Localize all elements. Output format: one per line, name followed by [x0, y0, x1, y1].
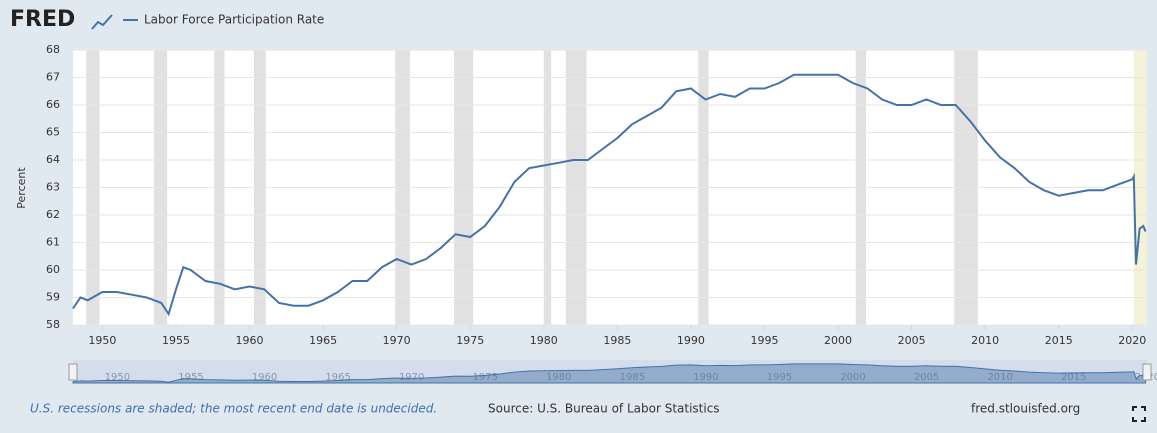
x-tick-label: 1965: [309, 334, 337, 347]
data-line: [72, 73, 1147, 317]
y-tick-label: 66: [46, 98, 60, 111]
x-tick-label: 2015: [1045, 334, 1073, 347]
x-tick-label: 2000: [824, 334, 852, 347]
navigator-tick-label: 1985: [620, 372, 645, 383]
x-tick-label: 2005: [898, 334, 926, 347]
site-link[interactable]: fred.stlouisfed.org: [971, 402, 1080, 416]
navigator-tick-label: 1970: [399, 372, 424, 383]
navigator-tick-label: 1980: [546, 372, 571, 383]
y-tick-label: 58: [46, 318, 60, 331]
navigator-tick-label: 1995: [767, 372, 792, 383]
y-tick-label: 59: [46, 291, 60, 304]
y-tick-label: 65: [46, 126, 60, 139]
y-tick-label: 61: [46, 236, 60, 249]
x-tick-label: 1970: [383, 334, 411, 347]
y-tick-label: 62: [46, 208, 60, 221]
y-tick-label: 64: [46, 153, 60, 166]
navigator-tick-label: 2000: [840, 372, 865, 383]
navigator-tick-label: 1965: [325, 372, 350, 383]
x-tick-label: 2020: [1118, 334, 1146, 347]
x-tick-label: 1975: [456, 334, 484, 347]
recession-note: U.S. recessions are shaded; the most rec…: [30, 402, 437, 416]
navigator-tick-label: 2005: [914, 372, 939, 383]
navigator-tick-label: 1960: [252, 372, 277, 383]
navigator-handle-left[interactable]: [68, 363, 78, 381]
x-tick-label: 1990: [677, 334, 705, 347]
x-tick-label: 1955: [162, 334, 190, 347]
brand-logo: FRED: [10, 7, 75, 32]
navigator-tick-label: 2010: [987, 372, 1012, 383]
navigator-tick-label: 1950: [105, 372, 130, 383]
x-tick-label: 1950: [88, 334, 116, 347]
navigator-tick-label: 1975: [473, 372, 498, 383]
fullscreen-icon[interactable]: [1132, 406, 1146, 422]
y-axis-label: Percent: [15, 167, 28, 209]
logo-icon: [91, 14, 113, 30]
x-tick-label: 1995: [750, 334, 778, 347]
x-tick-label: 2010: [971, 334, 999, 347]
y-tick-label: 67: [46, 71, 60, 84]
y-tick-label: 60: [46, 263, 60, 276]
navigator-tick-label: 2015: [1061, 372, 1086, 383]
source: Source: U.S. Bureau of Labor Statistics: [488, 402, 720, 416]
navigator-area: [72, 363, 1147, 384]
y-tick-label: 68: [46, 43, 60, 56]
y-tick-label: 63: [46, 181, 60, 194]
navigator-handle-right[interactable]: [1142, 363, 1152, 381]
legend-label: Labor Force Participation Rate: [144, 13, 324, 27]
x-tick-label: 1960: [236, 334, 264, 347]
navigator-tick-label: 1990: [693, 372, 718, 383]
navigator-tick-label: 1955: [178, 372, 203, 383]
x-tick-label: 1980: [530, 334, 558, 347]
x-tick-label: 1985: [603, 334, 631, 347]
